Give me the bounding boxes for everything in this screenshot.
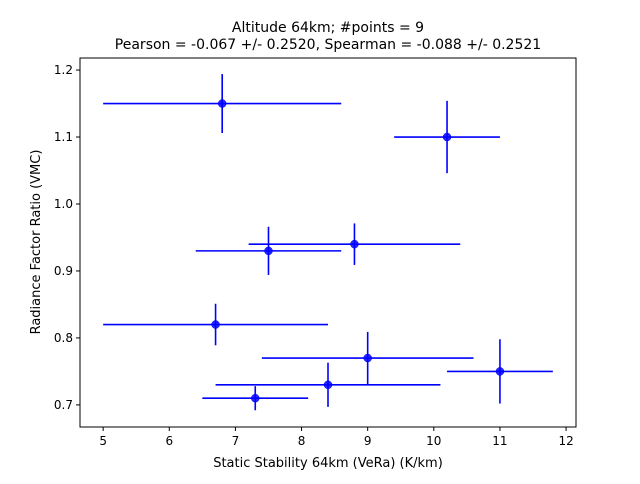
- y-tick-label: 1.0: [54, 197, 73, 211]
- x-tick-label: 8: [298, 434, 306, 448]
- y-tick-label: 0.9: [54, 264, 73, 278]
- x-tick-label: 10: [426, 434, 441, 448]
- x-tick-label: 6: [165, 434, 173, 448]
- axes-frame: [79, 57, 577, 428]
- x-tick-label: 11: [492, 434, 507, 448]
- x-tick-label: 7: [232, 434, 240, 448]
- plot-area: 5 6 7 8 9 10 11 12 0.7 0.8 0.9 1.0 1.1 1.2: [54, 57, 577, 448]
- data-point: [211, 320, 220, 329]
- y-tick-label: 1.2: [54, 63, 73, 77]
- data-point: [363, 353, 372, 363]
- y-tick-label: 0.8: [54, 331, 73, 345]
- data-point: [323, 380, 333, 390]
- data-point: [495, 367, 505, 376]
- y-tick-label: 1.1: [54, 130, 73, 144]
- chart-title-line1: Altitude 64km; #points = 9: [232, 20, 424, 36]
- data-point: [442, 132, 452, 142]
- y-axis-label: Radiance Factor Ratio (VMC): [29, 150, 44, 335]
- x-tick-label: 12: [558, 434, 573, 448]
- y-tick-label: 0.7: [54, 398, 73, 412]
- x-axis-label: Static Stability 64km (VeRa) (K/km): [213, 456, 443, 471]
- x-tick-label: 9: [364, 434, 372, 448]
- data-point: [251, 393, 260, 403]
- data-point: [264, 246, 273, 256]
- data-point: [217, 99, 227, 108]
- x-tick-label: 5: [99, 434, 107, 448]
- chart-title-line2: Pearson = -0.067 +/- 0.2520, Spearman = …: [115, 37, 541, 53]
- data-point: [350, 239, 359, 249]
